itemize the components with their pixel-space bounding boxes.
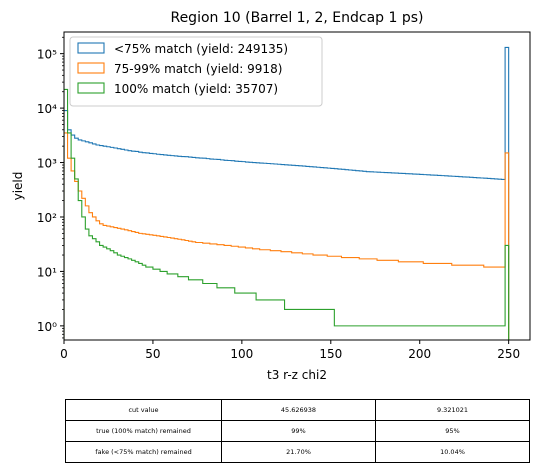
y-tick-label: 10⁵ — [37, 48, 57, 62]
legend: <75% match (yield: 249135) 75-99% match (… — [69, 36, 323, 107]
y-tick-label: 10¹ — [37, 265, 57, 279]
y-tick-label: 10³ — [37, 157, 57, 171]
histogram-series-2 — [64, 88, 510, 340]
x-tick-label: 200 — [408, 347, 431, 361]
y-tick-label: 10⁰ — [37, 320, 57, 334]
y-tick-label: 10² — [37, 211, 57, 225]
y-tick-label: 10⁴ — [37, 102, 57, 116]
table-cell: 95% — [375, 420, 530, 442]
table-cell: 10.04% — [375, 441, 530, 463]
cut-summary-table: cut value 45.626938 9.321021 true (100% … — [65, 399, 530, 463]
table-cell: fake (<75% match) remained — [65, 441, 222, 463]
legend-label: 75-99% match (yield: 9918) — [114, 62, 282, 76]
table-row: cut value 45.626938 9.321021 — [65, 399, 530, 421]
x-axis-label: t3 r-z chi2 — [267, 368, 327, 382]
x-tick-label: 250 — [497, 347, 520, 361]
legend-label: <75% match (yield: 249135) — [114, 42, 288, 56]
histogram-series-1 — [64, 132, 510, 340]
histogram-series-layer — [64, 46, 510, 340]
x-tick-label: 50 — [145, 347, 160, 361]
histogram-series-0 — [64, 46, 510, 340]
table-cell: 99% — [221, 420, 376, 442]
x-tick-label: 0 — [60, 347, 68, 361]
table-cell: true (100% match) remained — [65, 420, 222, 442]
table-cell: 21.70% — [221, 441, 376, 463]
y-axis-label: yield — [11, 172, 25, 201]
table-row: true (100% match) remained 99% 95% — [65, 420, 530, 442]
x-tick-label: 100 — [230, 347, 253, 361]
table-cell: cut value — [65, 399, 222, 421]
table-cell: 9.321021 — [375, 399, 530, 421]
legend-swatch — [77, 62, 105, 74]
table-row: fake (<75% match) remained 21.70% 10.04% — [65, 441, 530, 463]
table-cell: 45.626938 — [221, 399, 376, 421]
chart-title: Region 10 (Barrel 1, 2, Endcap 1 ps) — [170, 10, 423, 26]
plot-frame — [63, 31, 531, 341]
legend-frame — [69, 36, 323, 107]
x-axis: 0 50 100 150 200 250 — [60, 340, 520, 361]
legend-swatch — [77, 82, 105, 94]
x-tick-label: 150 — [319, 347, 342, 361]
legend-swatch — [77, 42, 105, 54]
legend-label: 100% match (yield: 35707) — [114, 82, 278, 96]
y-axis: 10⁰ 10¹ 10² 10³ 10⁴ 10⁵ — [37, 36, 64, 339]
